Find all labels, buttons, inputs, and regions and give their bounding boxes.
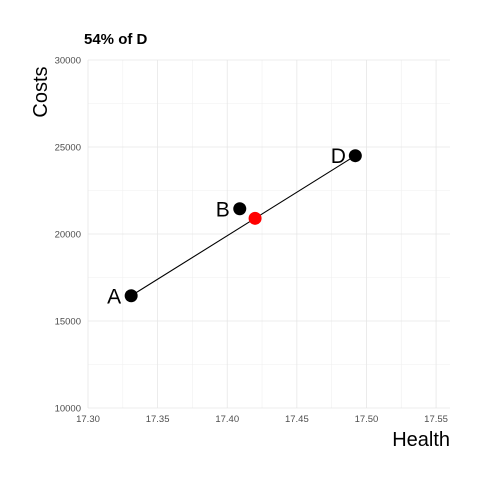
x-tick-label: 17.40 (215, 414, 239, 425)
x-tick-label: 17.35 (146, 414, 170, 425)
x-tick-label: 17.50 (355, 414, 379, 425)
point-b (233, 202, 247, 216)
y-tick-label: 25000 (55, 143, 81, 154)
point-highlight (248, 211, 262, 225)
x-tick-label: 17.55 (424, 414, 448, 425)
x-tick-label: 17.30 (76, 414, 100, 425)
point-d-label: D (331, 145, 346, 168)
y-axis-title: Costs (30, 66, 52, 117)
y-tick-label: 10000 (55, 404, 81, 415)
data-marks: A B D (107, 145, 362, 308)
x-tick-labels: 17.30 17.35 17.40 17.45 17.50 17.55 (76, 414, 448, 425)
chart-title: 54% of D (84, 31, 148, 48)
point-b-label: B (216, 198, 230, 221)
y-tick-label: 30000 (55, 56, 81, 67)
x-axis-title: Health (392, 429, 450, 451)
y-tick-label: 15000 (55, 317, 81, 328)
point-a-label: A (107, 285, 121, 308)
grid (87, 59, 450, 409)
x-tick-label: 17.45 (285, 414, 309, 425)
connector-line (130, 155, 356, 297)
y-tick-labels: 10000 15000 20000 25000 30000 (55, 56, 81, 415)
point-d (348, 149, 362, 163)
point-a (124, 289, 138, 303)
y-tick-label: 20000 (55, 230, 81, 241)
